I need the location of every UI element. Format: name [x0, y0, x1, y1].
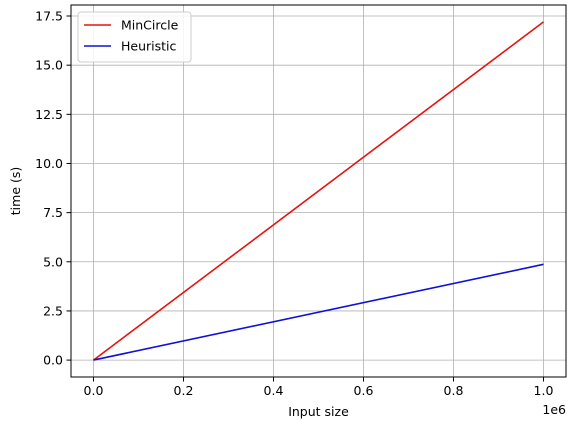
y-tick-label: 0.0: [43, 353, 63, 368]
legend: MinCircle Heuristic: [77, 11, 192, 63]
x-tick-label: 0.2: [174, 383, 194, 398]
series-lines: [93, 21, 544, 361]
x-tick-label: 0.0: [84, 383, 104, 398]
x-tick-label: 0.4: [264, 383, 284, 398]
y-tick-label: 15.0: [35, 58, 63, 73]
plot-frame: [70, 4, 567, 378]
y-tick-label: 12.5: [35, 107, 63, 122]
series-line: [93, 21, 544, 361]
y-tick-label: 17.5: [35, 9, 63, 24]
y-tick-label: 2.5: [43, 303, 63, 318]
x-tick-label: 1.0: [534, 383, 554, 398]
x-tick-label: 0.8: [444, 383, 464, 398]
y-tick-label: 10.0: [35, 156, 63, 171]
x-axis-offset-label: 1e6: [542, 402, 566, 417]
grid-lines: [71, 5, 566, 377]
x-axis-label: Input size: [288, 404, 349, 419]
legend-label: Heuristic: [121, 39, 177, 54]
x-axis-ticks: 0.0 0.2 0.4 0.6 0.8 1.0: [84, 377, 554, 398]
y-tick-label: 5.0: [43, 254, 63, 269]
y-axis-label: time (s): [8, 167, 23, 215]
x-tick-label: 0.6: [354, 383, 374, 398]
y-axis-ticks: 0.0 2.5 5.0 7.5 10.0 12.5 15.0 17.5: [35, 9, 71, 368]
series-line: [93, 263, 544, 361]
y-tick-label: 7.5: [43, 205, 63, 220]
legend-label: MinCircle: [121, 18, 179, 33]
